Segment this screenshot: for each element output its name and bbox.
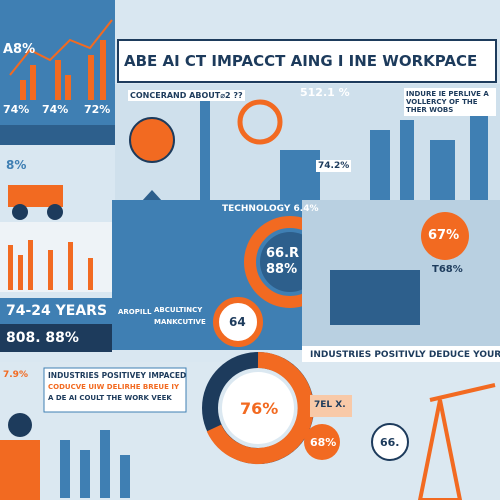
heading: INDUSTRIES POSITIVEY IMPACED [48,371,187,380]
years-value-box [0,324,112,352]
label: TECHNOLOGY 6.4% [222,204,319,214]
panel [0,222,112,292]
stat: 64 [229,315,246,329]
head [129,117,175,163]
stat: A8% [3,42,36,57]
stat-circle [304,424,340,460]
label: ABCULTINCY [154,306,203,314]
tractor [8,185,63,207]
bars [20,40,106,100]
stat: 66.R [266,246,300,261]
stat: 66. [380,436,400,449]
stat: 68% [310,436,337,449]
stat: 74% [3,103,30,116]
person [0,440,40,500]
buildings [200,100,488,200]
label: MANKCUTIVE [154,318,206,326]
bars [8,240,93,290]
stat-circle [371,423,409,461]
label: AROPILL [118,308,152,316]
stat: 74.2% [316,160,352,172]
line: A DE AI COULT THE WORK VEEK [48,394,172,402]
stat: 808. 88% [6,330,79,346]
stat: 8% [6,158,27,172]
stat-circle [421,212,469,260]
text-box [43,367,187,413]
stat: 72% [84,103,111,116]
stat: 512.1 % [300,86,350,99]
stat: T68% [432,264,463,275]
bars [60,430,130,498]
strip [0,125,115,145]
line: CODUCVE UIW DELIRHE BREUE IY [48,383,180,391]
stat-box [310,395,352,417]
banner-box [302,346,500,366]
stat: 76% [240,399,279,418]
label: CONCERAND ABOUT⌀2 ?? [128,90,245,101]
stat: 74% [42,103,69,116]
factory [330,270,420,325]
gauge [213,297,263,347]
stat: 88% [266,262,298,277]
title-box [117,39,497,83]
stat: 7EL X. [314,400,346,410]
title: ABE AI CT IMPACCT AING I INE WORKPACE [124,52,478,70]
stat: 7.9% [3,370,28,380]
label: 74-24 YEARS [6,303,108,319]
crane [417,383,496,500]
donut-segment [206,352,314,464]
banner: INDUSTRIES POSITIVLY DEDUCE YOUR JOB [310,350,500,360]
note: INDURE IE PERLIVE A VOLLERCY OF THE THER… [404,88,496,116]
years-box [0,298,112,324]
stat: 67% [428,228,460,243]
trend [9,19,113,76]
gauge-ring [237,99,283,145]
